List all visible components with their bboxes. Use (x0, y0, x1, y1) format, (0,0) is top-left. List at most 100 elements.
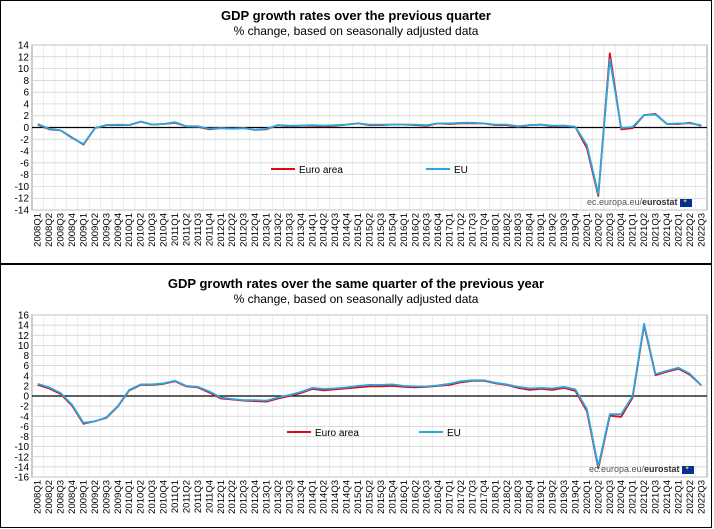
x-tick-label: 2017Q4 (479, 480, 490, 514)
x-tick-label: 2011Q1 (170, 213, 181, 246)
chart-title: GDP growth rates over the same quarter o… (167, 276, 545, 291)
x-tick-label: 2019Q3 (559, 213, 570, 247)
y-tick-label: 12 (18, 331, 30, 342)
x-tick-label: 2016Q2 (410, 480, 421, 514)
x-tick-label: 2008Q4 (67, 480, 78, 514)
x-tick-label: 2019Q1 (536, 480, 547, 514)
x-tick-label: 2020Q3 (605, 213, 616, 247)
y-tick-label: 0 (23, 123, 29, 134)
x-tick-label: 2016Q4 (433, 480, 444, 514)
x-tick-label: 2018Q3 (513, 213, 524, 247)
x-tick-label: 2010Q3 (147, 213, 158, 247)
x-tick-label: 2021Q4 (662, 213, 673, 247)
x-tick-label: 2016Q2 (410, 213, 421, 247)
series-line (37, 58, 702, 196)
x-tick-label: 2011Q1 (170, 480, 181, 513)
y-tick-label: 0 (23, 392, 29, 403)
x-tick-label: 2016Q1 (399, 480, 410, 514)
legend-label: Euro area (299, 165, 343, 176)
x-tick-label: 2018Q2 (502, 480, 513, 514)
x-tick-label: 2017Q2 (456, 480, 467, 514)
y-tick-label: 4 (23, 371, 29, 382)
x-tick-label: 2015Q4 (387, 213, 398, 247)
x-tick-label: 2016Q1 (399, 213, 410, 247)
chart-title: GDP growth rates over the previous quart… (221, 8, 491, 23)
x-tick-label: 2009Q1 (78, 213, 89, 247)
y-tick-label: 6 (23, 361, 29, 372)
x-tick-label: 2008Q2 (44, 213, 55, 247)
x-tick-label: 2009Q2 (90, 480, 101, 514)
y-tick-label: 8 (23, 76, 29, 87)
y-tick-label: -8 (20, 432, 29, 443)
x-tick-label: 2012Q3 (239, 480, 250, 514)
y-tick-label: -14 (15, 462, 30, 473)
y-tick-label: 12 (18, 52, 30, 63)
y-tick-label: 10 (18, 64, 30, 75)
x-tick-label: 2011Q2 (181, 213, 192, 246)
x-tick-label: 2008Q3 (56, 480, 67, 514)
x-tick-label: 2015Q4 (387, 480, 398, 514)
x-tick-label: 2013Q4 (296, 213, 307, 247)
x-tick-label: 2009Q3 (101, 480, 112, 514)
x-tick-label: 2008Q4 (67, 213, 78, 247)
x-tick-label: 2010Q1 (124, 213, 135, 247)
x-tick-label: 2013Q3 (284, 480, 295, 514)
x-tick-label: 2020Q1 (582, 213, 593, 247)
x-tick-label: 2019Q2 (548, 480, 559, 514)
legend-label: EU (447, 428, 461, 439)
x-tick-label: 2011Q4 (204, 480, 215, 513)
chart-subtitle: % change, based on seasonally adjusted d… (233, 292, 479, 306)
x-tick-label: 2022Q1 (673, 480, 684, 514)
x-tick-label: 2018Q1 (490, 480, 501, 514)
y-tick-label: -6 (20, 158, 29, 169)
x-tick-label: 2018Q3 (513, 480, 524, 514)
x-tick-label: 2013Q2 (273, 480, 284, 514)
y-tick-label: -6 (20, 422, 29, 433)
x-tick-label: 2018Q1 (490, 213, 501, 247)
x-tick-label: 2019Q4 (570, 213, 581, 247)
y-tick-label: -8 (20, 170, 29, 181)
x-tick-label: 2008Q1 (33, 213, 44, 247)
y-tick-label: -12 (15, 194, 30, 205)
x-tick-label: 2013Q2 (273, 213, 284, 247)
x-tick-label: 2020Q3 (605, 480, 616, 514)
y-tick-label: 14 (18, 321, 30, 332)
chart-panel-year: GDP growth rates over the same quarter o… (0, 264, 712, 528)
y-tick-label: -14 (15, 206, 30, 217)
x-tick-label: 2021Q2 (639, 480, 650, 514)
x-tick-label: 2012Q1 (216, 213, 227, 247)
x-tick-label: 2014Q4 (342, 213, 353, 247)
y-tick-label: 14 (18, 41, 30, 52)
y-tick-label: 2 (23, 111, 29, 122)
x-tick-label: 2012Q2 (227, 213, 238, 247)
y-tick-label: -10 (15, 182, 30, 193)
chart-subtitle: % change, based on seasonally adjusted d… (233, 24, 479, 38)
x-tick-label: 2017Q1 (445, 480, 456, 514)
x-tick-label: 2011Q4 (204, 213, 215, 246)
eu-flag-icon (681, 465, 694, 474)
x-tick-label: 2014Q2 (319, 213, 330, 247)
x-tick-label: 2013Q1 (262, 480, 273, 514)
x-tick-label: 2014Q1 (307, 213, 318, 247)
x-tick-label: 2017Q2 (456, 213, 467, 247)
x-tick-label: 2008Q3 (56, 213, 67, 247)
y-tick-label: 8 (23, 351, 29, 362)
y-tick-label: 10 (18, 341, 30, 352)
x-tick-label: 2017Q4 (479, 213, 490, 247)
x-tick-label: 2022Q1 (673, 213, 684, 247)
x-tick-label: 2010Q4 (159, 480, 170, 514)
x-tick-label: 2022Q3 (696, 480, 707, 514)
x-tick-label: 2014Q2 (319, 480, 330, 514)
x-tick-label: 2013Q3 (284, 213, 295, 247)
x-tick-label: 2009Q4 (113, 213, 124, 247)
x-tick-label: 2019Q2 (548, 213, 559, 247)
y-tick-label: -10 (15, 442, 30, 453)
y-tick-label: -12 (15, 452, 30, 463)
x-tick-label: 2013Q4 (296, 480, 307, 514)
chart-panel-quarter: GDP growth rates over the previous quart… (0, 0, 712, 264)
x-tick-label: 2010Q4 (159, 213, 170, 247)
x-tick-label: 2016Q4 (433, 213, 444, 247)
legend-label: EU (454, 165, 468, 176)
y-tick-label: -4 (20, 147, 29, 158)
